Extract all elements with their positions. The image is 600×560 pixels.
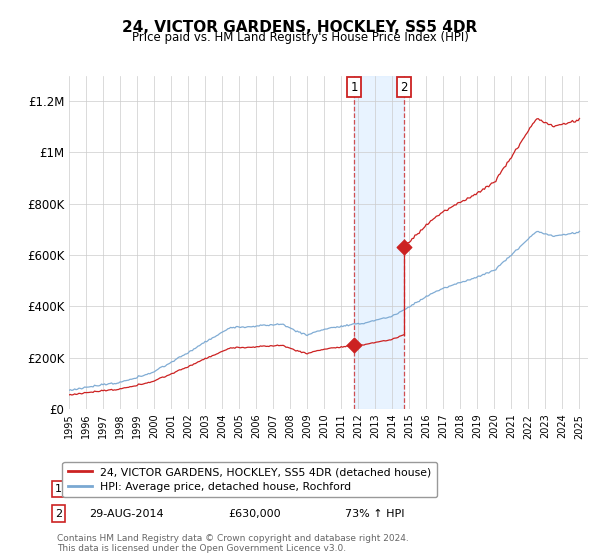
Point: [349, 340, 359, 349]
Text: 73% ↑ HPI: 73% ↑ HPI: [345, 508, 404, 519]
Text: 1: 1: [55, 484, 62, 494]
Text: Contains HM Land Registry data © Crown copyright and database right 2024.
This d: Contains HM Land Registry data © Crown c…: [57, 534, 409, 553]
Text: 30-SEP-2011: 30-SEP-2011: [89, 484, 160, 494]
Text: 29-AUG-2014: 29-AUG-2014: [89, 508, 163, 519]
Bar: [354, 76, 404, 409]
Text: Price paid vs. HM Land Registry's House Price Index (HPI): Price paid vs. HM Land Registry's House …: [131, 31, 469, 44]
Text: £249,000: £249,000: [228, 484, 281, 494]
Point: [399, 243, 409, 252]
Legend: 24, VICTOR GARDENS, HOCKLEY, SS5 4DR (detached house), HPI: Average price, detac: 24, VICTOR GARDENS, HOCKLEY, SS5 4DR (de…: [62, 462, 437, 497]
Text: 2: 2: [55, 508, 62, 519]
Text: 24, VICTOR GARDENS, HOCKLEY, SS5 4DR: 24, VICTOR GARDENS, HOCKLEY, SS5 4DR: [122, 20, 478, 35]
Text: £630,000: £630,000: [228, 508, 281, 519]
Text: 1: 1: [350, 81, 358, 94]
Text: 2: 2: [400, 81, 407, 94]
Text: 21% ↓ HPI: 21% ↓ HPI: [345, 484, 404, 494]
